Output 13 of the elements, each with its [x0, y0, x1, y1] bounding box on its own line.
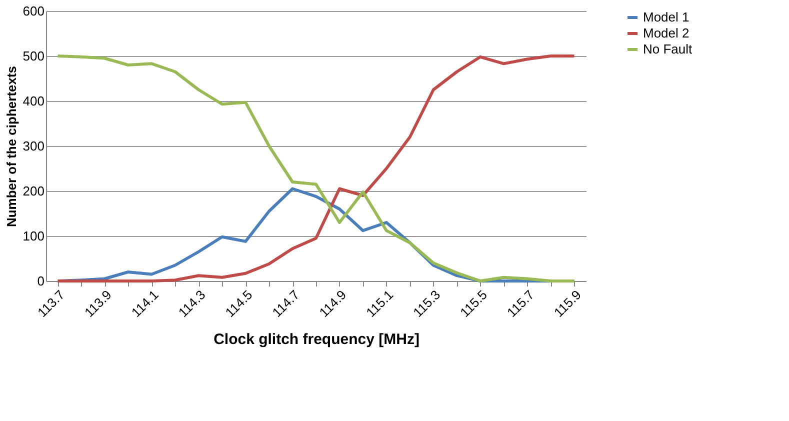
legend-label: No Fault [643, 42, 693, 56]
y-tick-label: 600 [22, 4, 44, 18]
y-tick-label: 0 [37, 274, 44, 288]
legend-label: Model 2 [643, 26, 690, 40]
legend-label: Model 1 [643, 10, 690, 24]
y-tick-label: 100 [22, 228, 44, 244]
y-axis-title: Number of the ciphertexts [4, 66, 19, 228]
line-series [56, 54, 576, 282]
y-tick-label: 200 [22, 184, 44, 198]
y-tick-label: 500 [22, 48, 44, 64]
y-tick-label: 400 [22, 94, 44, 108]
y-tick-label: 300 [22, 138, 44, 154]
x-axis-title: Clock glitch frequency [MHz] [214, 331, 420, 348]
